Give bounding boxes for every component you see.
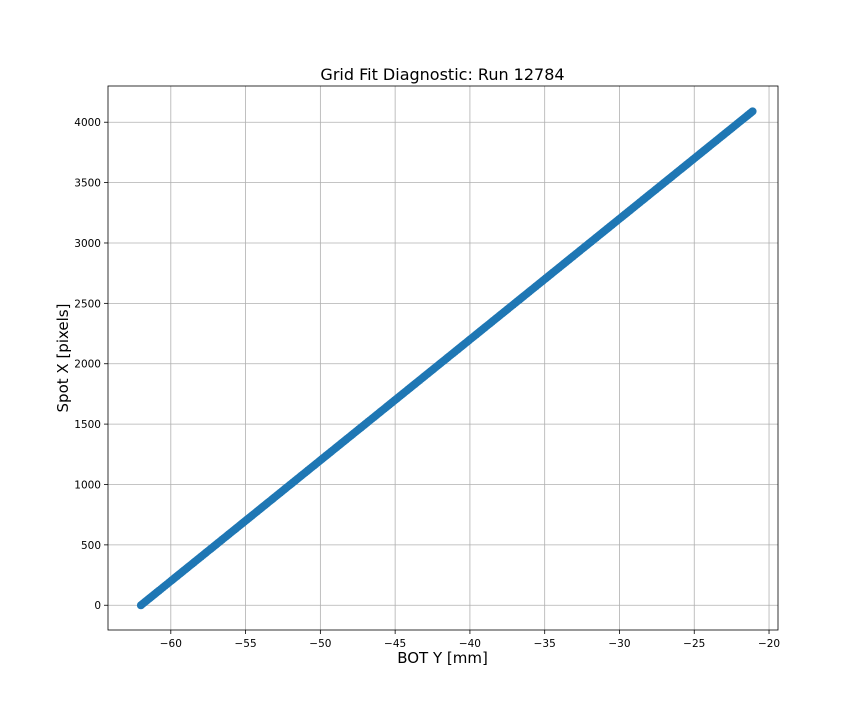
x-axis-ticks: −60 −55 −50 −45 −40 −35 −30 −25 −20 [160, 630, 780, 650]
data-points [136, 107, 757, 610]
y-tick-label: 1000 [74, 479, 101, 491]
y-axis-label: Spot X [pixels] [54, 304, 72, 413]
x-tick-label: −60 [160, 638, 182, 650]
x-tick-label: −45 [384, 638, 406, 650]
y-tick-label: 4000 [74, 117, 101, 129]
y-axis-ticks: 0 500 1000 1500 2000 2500 3000 3500 4000 [74, 117, 108, 612]
x-tick-label: −25 [683, 638, 705, 650]
y-tick-label: 2000 [74, 359, 101, 371]
x-tick-label: −20 [758, 638, 780, 650]
data-point [748, 107, 757, 116]
x-tick-label: −40 [459, 638, 481, 650]
y-tick-label: 500 [81, 540, 101, 552]
y-tick-label: 3000 [74, 238, 101, 250]
y-tick-label: 2500 [74, 298, 101, 310]
x-tick-label: −30 [608, 638, 630, 650]
x-tick-label: −50 [309, 638, 331, 650]
plot-frame [107, 85, 779, 631]
x-tick-label: −35 [534, 638, 556, 650]
x-tick-label: −55 [235, 638, 257, 650]
chart-title: Grid Fit Diagnostic: Run 12784 [320, 65, 564, 84]
x-axis-label: BOT Y [mm] [397, 649, 488, 667]
y-tick-label: 0 [94, 600, 101, 612]
y-tick-label: 3500 [74, 178, 101, 190]
y-tick-label: 1500 [74, 419, 101, 431]
